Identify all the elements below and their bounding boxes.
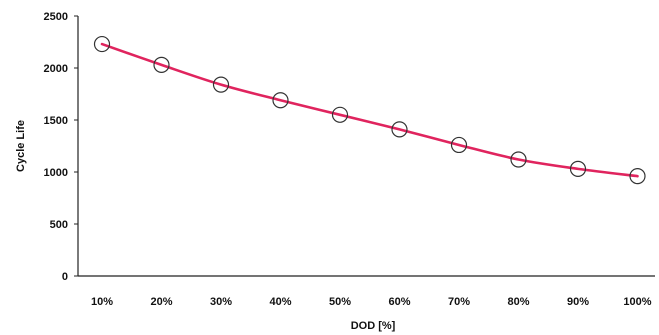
y-tick-label: 1500 — [44, 115, 68, 127]
y-axis-ticks: 0 500 1000 1500 2000 2500 — [44, 11, 78, 283]
y-tick-label: 1000 — [44, 167, 68, 179]
data-point — [93, 35, 111, 53]
data-point — [629, 168, 646, 185]
data-point — [450, 136, 468, 154]
data-markers — [93, 35, 646, 185]
x-tick-label: 10% — [91, 296, 113, 308]
y-tick-label: 0 — [62, 271, 68, 283]
data-point — [153, 56, 170, 73]
x-axis-title: DOD [%] — [351, 320, 396, 332]
data-point — [391, 121, 408, 138]
y-tick-label: 2000 — [44, 63, 68, 75]
data-point — [272, 92, 289, 109]
y-axis-title: Cycle Life — [15, 120, 27, 172]
x-tick-label: 70% — [448, 296, 470, 308]
y-tick-label: 2500 — [44, 11, 68, 23]
data-point — [569, 160, 587, 177]
x-tick-label: 50% — [329, 296, 351, 308]
x-tick-label: 20% — [150, 296, 172, 308]
series-line — [100, 42, 639, 178]
x-tick-label: 60% — [388, 296, 410, 308]
data-point — [212, 76, 230, 93]
x-tick-label: 90% — [567, 296, 589, 308]
data-point — [510, 151, 527, 168]
x-tick-label: 30% — [210, 296, 232, 308]
x-tick-label: 40% — [269, 296, 291, 308]
x-tick-label: 80% — [507, 296, 529, 308]
data-point — [331, 106, 349, 123]
x-axis-ticks: 10% 20% 30% 40% 50% 60% 70% 80% 90% 100% — [91, 296, 652, 308]
x-tick-label: 100% — [623, 296, 651, 308]
y-tick-label: 500 — [50, 219, 68, 231]
